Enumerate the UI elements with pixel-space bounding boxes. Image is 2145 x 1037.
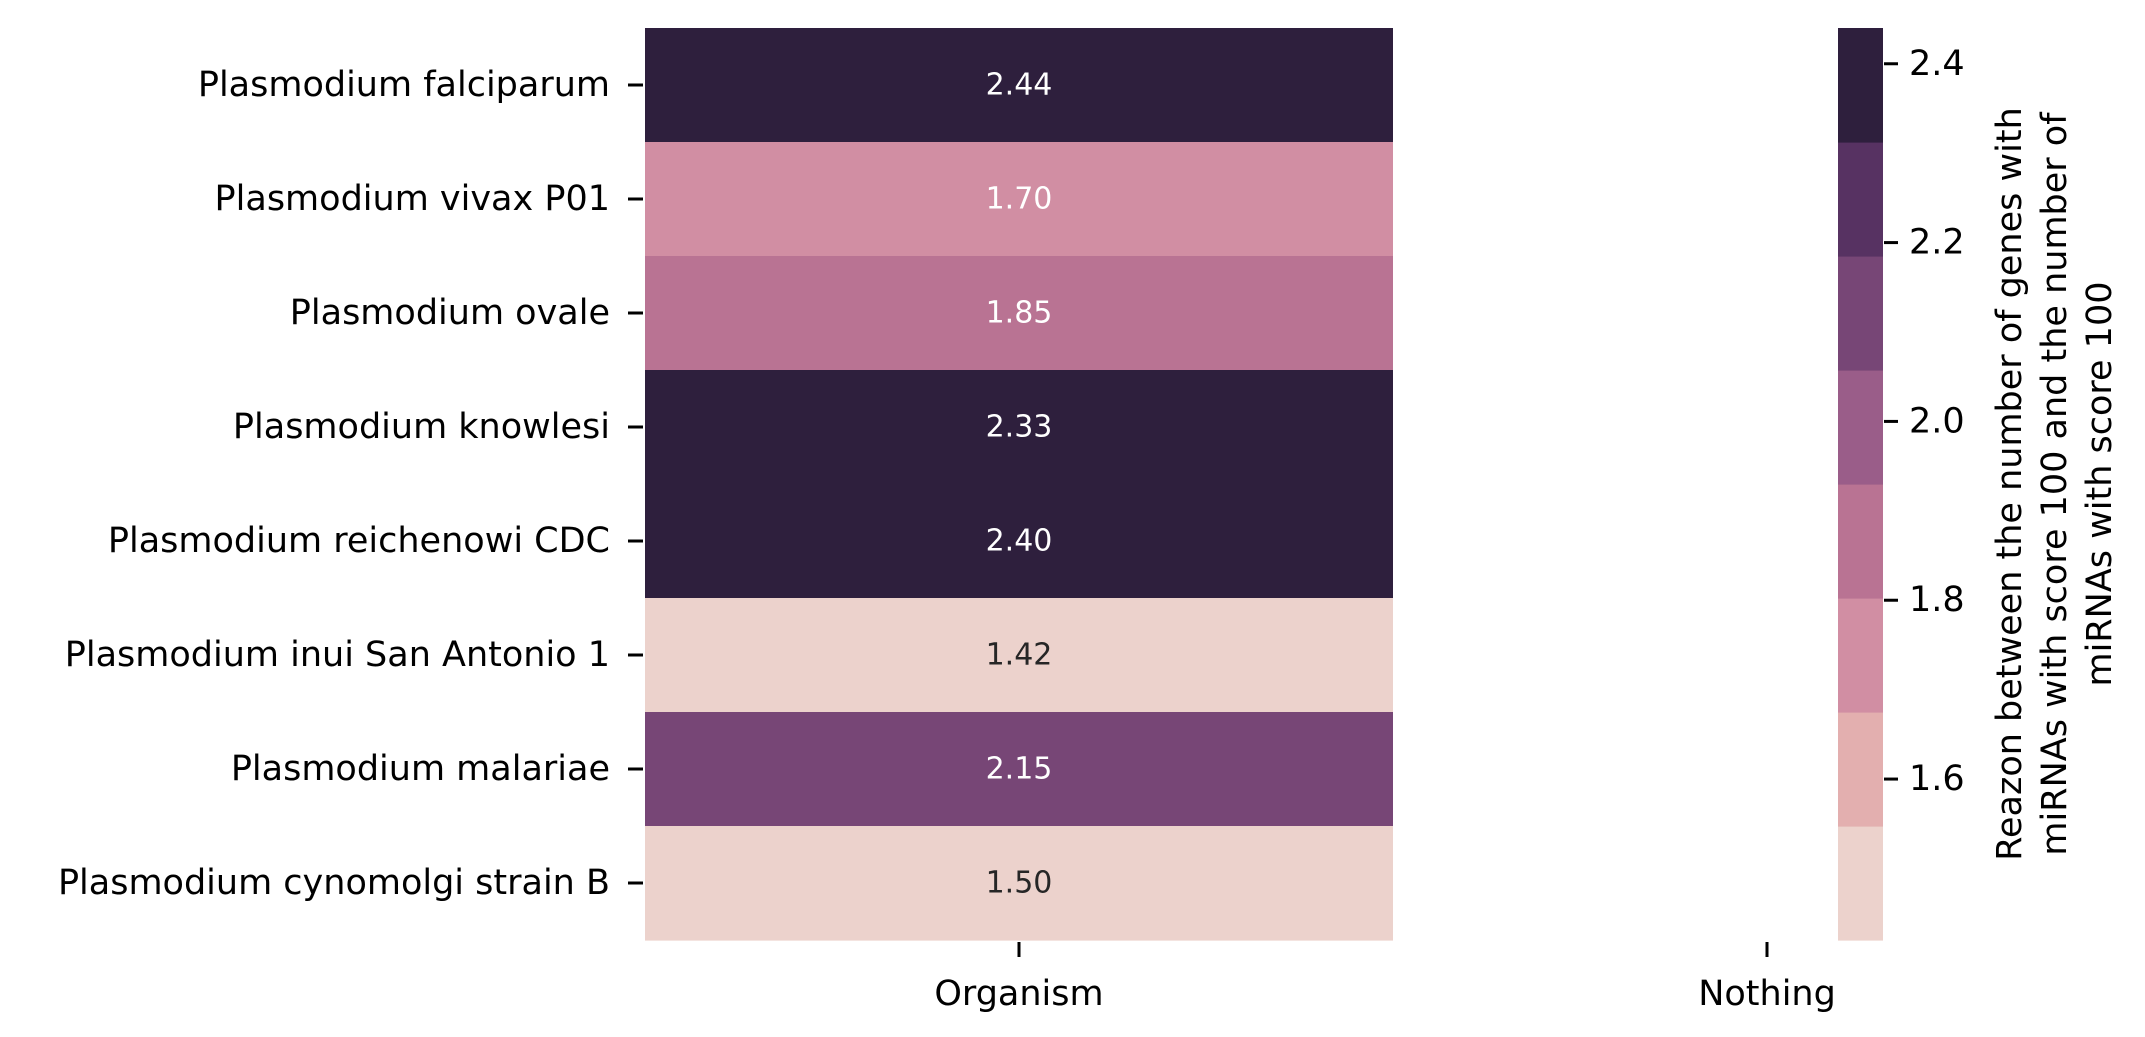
cell-value-label: 2.33	[986, 410, 1053, 445]
heatmap-cell	[645, 28, 1393, 143]
colorbar-tick-label: 2.0	[1909, 401, 1965, 441]
heatmap-cell	[645, 256, 1393, 371]
y-tick-label: Plasmodium malariae	[231, 749, 610, 789]
heatmap-cell	[645, 826, 1393, 941]
heatmap-cell	[645, 598, 1393, 713]
colorbar-label: Reazon between the number of genes with m…	[1990, 107, 2120, 861]
y-axis: Plasmodium falciparum Plasmodium vivax P0…	[58, 65, 643, 903]
y-tick-label: Plasmodium ovale	[290, 293, 610, 333]
colorbar-segment	[1838, 142, 1883, 257]
colorbar-segment	[1838, 826, 1883, 941]
cell-value-label: 1.85	[986, 296, 1053, 331]
colorbar-label-line: miRNAs with score 100	[2080, 282, 2120, 687]
heatmap-cell	[645, 712, 1393, 827]
colorbar-tick-label: 1.6	[1909, 759, 1965, 799]
colorbar-label-line: miRNAs with score 100 and the number of	[2035, 112, 2075, 856]
cell-value-label: 2.44	[986, 68, 1053, 103]
colorbar-segment	[1838, 370, 1883, 485]
y-tick-label: Plasmodium inui San Antonio 1	[65, 635, 610, 675]
x-tick-label: Organism	[934, 974, 1103, 1014]
heatmap-cell	[645, 142, 1393, 257]
colorbar-tick-label: 1.8	[1909, 580, 1965, 620]
colorbar-segment	[1838, 484, 1883, 599]
heatmap-cell	[645, 370, 1393, 485]
y-tick-label: Plasmodium reichenowi CDC	[108, 521, 610, 561]
y-tick-label: Plasmodium knowlesi	[233, 407, 610, 447]
y-tick-label: Plasmodium falciparum	[198, 65, 610, 105]
x-tick-label: Nothing	[1698, 974, 1836, 1014]
cell-value-label: 2.15	[986, 752, 1053, 787]
cell-value-label: 1.70	[986, 182, 1053, 217]
heatmap-cells	[645, 28, 1393, 941]
colorbar-segment	[1838, 598, 1883, 713]
colorbar-segment	[1838, 256, 1883, 371]
y-tick-label: Plasmodium cynomolgi strain B	[58, 863, 610, 903]
cell-value-label: 1.42	[986, 638, 1053, 673]
colorbar-segment	[1838, 712, 1883, 827]
colorbar-label-line: Reazon between the number of genes with	[1990, 107, 2030, 861]
colorbar-ticks: 1.6 1.8 2.0 2.2 2.4	[1884, 44, 1965, 799]
heatmap-cell	[645, 484, 1393, 599]
colorbar-tick-label: 2.4	[1909, 44, 1965, 84]
colorbar	[1838, 28, 1883, 941]
cell-value-label: 2.40	[986, 524, 1053, 559]
colorbar-tick-label: 2.2	[1909, 223, 1965, 263]
cell-value-labels: 2.44 1.70 1.85 2.33 2.40 1.42 2.15 1.50	[986, 68, 1053, 901]
x-axis: Organism Nothing	[934, 942, 1836, 1014]
cell-value-label: 1.50	[986, 866, 1053, 901]
y-tick-label: Plasmodium vivax P01	[215, 179, 610, 219]
colorbar-segment	[1838, 28, 1883, 143]
